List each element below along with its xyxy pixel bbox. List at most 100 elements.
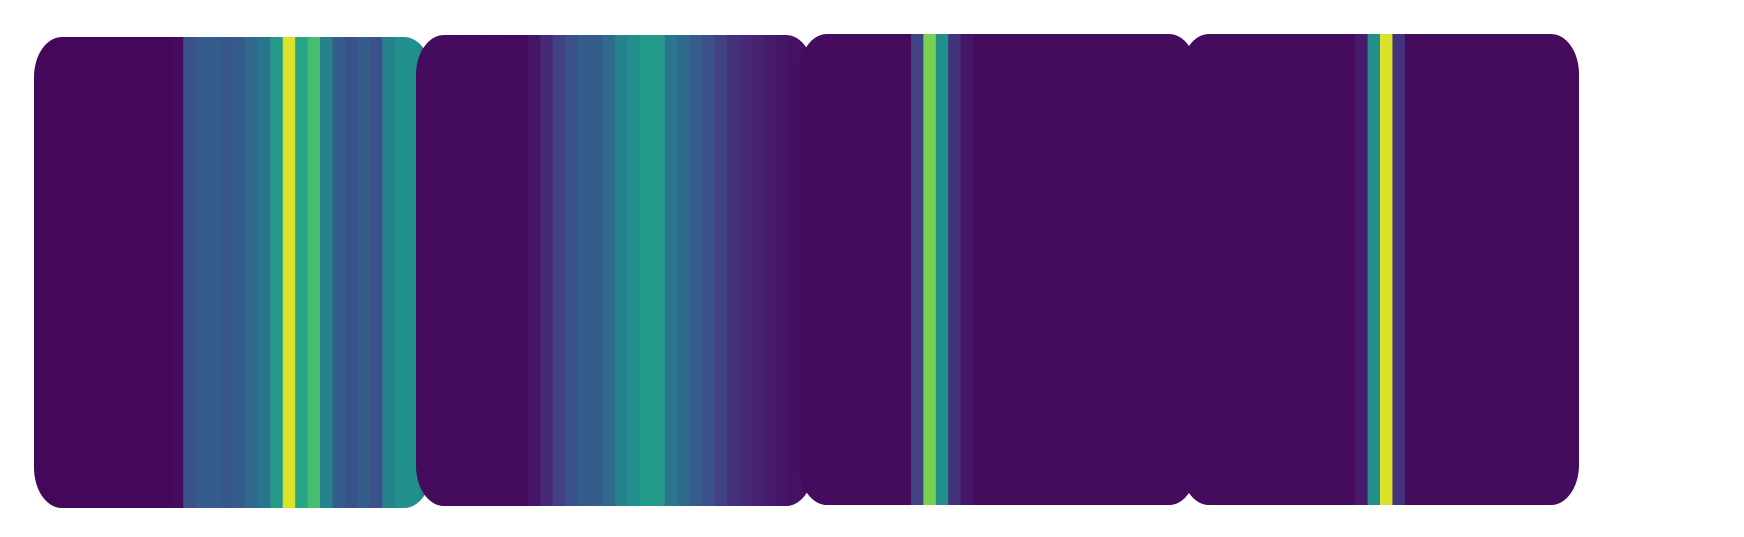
- heatmap-column: [382, 37, 396, 508]
- heatmap-column: [34, 37, 48, 508]
- heatmap-column: [1230, 34, 1244, 505]
- heatmap-column: [257, 37, 271, 508]
- heatmap-column: [848, 34, 862, 505]
- heatmap-column: [1060, 34, 1074, 505]
- heatmap-column: [1134, 34, 1148, 505]
- heatmap-column: [1159, 34, 1173, 505]
- heatmap-column: [465, 35, 479, 506]
- heatmap-column: [1268, 34, 1282, 505]
- heatmap-column: [108, 37, 122, 508]
- heatmap-column: [71, 37, 85, 508]
- heatmap-column: [1280, 34, 1294, 505]
- heatmap-column: [639, 35, 653, 506]
- heatmap-column: [1454, 34, 1468, 505]
- heatmap-column: [1072, 34, 1086, 505]
- heatmap-column: [540, 35, 554, 506]
- heatmap-column: [823, 34, 837, 505]
- heatmap-column: [1218, 34, 1232, 505]
- heatmap-column: [652, 35, 666, 506]
- heatmap-column: [270, 37, 284, 508]
- heatmap-column: [973, 34, 987, 505]
- heatmap-column: [1417, 34, 1431, 505]
- heatmap-column: [220, 37, 234, 508]
- heatmap-column: [58, 37, 72, 508]
- heatmap-column: [515, 35, 529, 506]
- heatmap-column: [811, 34, 825, 505]
- heatmap-column: [527, 35, 541, 506]
- heatmap-column: [1010, 34, 1024, 505]
- heatmap-column: [948, 34, 962, 505]
- heatmap-column: [1442, 34, 1456, 505]
- heatmap-column: [726, 35, 740, 506]
- heatmap-column: [46, 37, 60, 508]
- heatmap-column: [799, 34, 813, 505]
- heatmap-column: [195, 37, 209, 508]
- heatmap-column: [1109, 34, 1123, 505]
- heatmap-column: [170, 37, 184, 508]
- heatmap-column: [344, 37, 358, 508]
- heatmap-column: [1491, 34, 1505, 505]
- heatmap-column: [789, 35, 803, 506]
- heatmap-column: [1255, 34, 1269, 505]
- heatmap-column: [1566, 34, 1579, 505]
- heatmap-column: [677, 35, 691, 506]
- heatmap-column: [664, 35, 678, 506]
- heatmap-column: [1122, 34, 1136, 505]
- heatmap-panel: [799, 34, 1197, 505]
- heatmap-column: [1205, 34, 1219, 505]
- heatmap-column: [1355, 34, 1369, 505]
- heatmap-column: [590, 35, 604, 506]
- heatmap-column: [440, 35, 454, 506]
- heatmap-column: [183, 37, 197, 508]
- heatmap-column: [1467, 34, 1481, 505]
- heatmap-column: [873, 34, 887, 505]
- heatmap-column: [490, 35, 504, 506]
- heatmap-column: [910, 34, 924, 505]
- heatmap-column: [764, 35, 778, 506]
- heatmap-column: [96, 37, 110, 508]
- heatmap-column: [145, 37, 159, 508]
- heatmap-column: [1181, 34, 1195, 505]
- heatmap-column: [394, 37, 408, 508]
- heatmap-column: [1243, 34, 1257, 505]
- heatmap-column: [1085, 34, 1099, 505]
- heatmap-column: [133, 37, 147, 508]
- heatmap-column: [689, 35, 703, 506]
- heatmap-column: [1516, 34, 1530, 505]
- heatmap-column: [615, 35, 629, 506]
- heatmap-column: [1529, 34, 1543, 505]
- heatmap-column: [886, 34, 900, 505]
- heatmap-column: [1342, 34, 1356, 505]
- heatmap-column: [776, 35, 790, 506]
- heatmap-column: [1504, 34, 1518, 505]
- heatmap-panel: [34, 37, 432, 508]
- heatmap-column: [960, 34, 974, 505]
- heatmap-column: [1317, 34, 1331, 505]
- heatmap-column: [1292, 34, 1306, 505]
- heatmap-column: [739, 35, 753, 506]
- heatmap-column: [702, 35, 716, 506]
- heatmap-column: [861, 34, 875, 505]
- heatmap-column: [1367, 34, 1381, 505]
- heatmap-panel: [416, 35, 814, 506]
- heatmap-column: [1429, 34, 1443, 505]
- heatmap-column: [416, 35, 430, 506]
- heatmap-column: [233, 37, 247, 508]
- heatmap-column: [369, 37, 383, 508]
- heatmap-column: [295, 37, 309, 508]
- heatmap-column: [552, 35, 566, 506]
- heatmap-column: [714, 35, 728, 506]
- heatmap-column: [282, 37, 296, 508]
- heatmap-column: [935, 34, 949, 505]
- heatmap-column: [1147, 34, 1161, 505]
- heatmap-column: [1022, 34, 1036, 505]
- heatmap-column: [923, 34, 937, 505]
- heatmap-column: [1330, 34, 1344, 505]
- heatmap-column: [1479, 34, 1493, 505]
- heatmap-column: [1097, 34, 1111, 505]
- heatmap-column: [602, 35, 616, 506]
- heatmap-column: [503, 35, 517, 506]
- heatmap-column: [751, 35, 765, 506]
